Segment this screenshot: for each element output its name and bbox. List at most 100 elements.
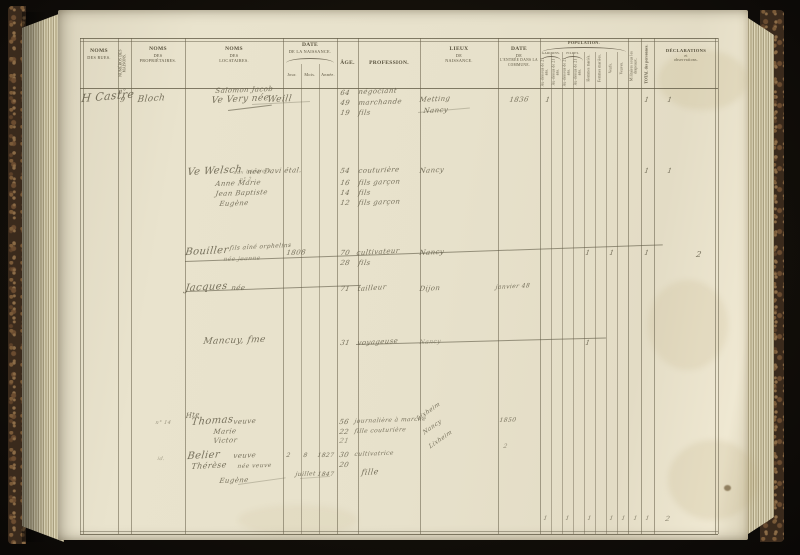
table-rule-vertical bbox=[131, 38, 132, 534]
table-rule-vertical bbox=[654, 38, 655, 534]
header-text: POPULATION. bbox=[568, 40, 600, 45]
handwritten-entry: 2 bbox=[664, 515, 671, 523]
header-text: NOMS bbox=[149, 46, 167, 52]
page-edges-left bbox=[22, 12, 64, 542]
table-rule-vertical bbox=[540, 38, 541, 534]
handwritten-entry: 22 bbox=[338, 428, 350, 436]
handwritten-entry: janvier 48 bbox=[495, 282, 531, 292]
handwritten-entry: 19 bbox=[339, 109, 351, 117]
header-text: GARÇONS. bbox=[541, 51, 561, 55]
table-rule-vertical bbox=[641, 38, 642, 534]
subcol-header-annee: Année. bbox=[319, 72, 337, 77]
header-text: FILLES. bbox=[566, 51, 580, 55]
header-text: LOCATAIRES. bbox=[219, 58, 249, 64]
handwritten-entry: n° 14 bbox=[154, 420, 172, 426]
header-text: DATE bbox=[510, 46, 528, 52]
handwritten-entry: 1 bbox=[620, 515, 627, 522]
handwritten-entry: Thérèse bbox=[190, 460, 228, 472]
table-rule-vertical bbox=[562, 52, 563, 534]
table-rule-vertical bbox=[628, 38, 629, 534]
handwritten-entry: 31 bbox=[339, 339, 351, 347]
table-rule-vertical bbox=[283, 38, 284, 534]
handwritten-entry: 1 bbox=[632, 515, 639, 522]
header-text: Jour. bbox=[287, 72, 297, 77]
handwritten-entry: 1836 bbox=[508, 95, 530, 105]
handwritten-entry: Bloch bbox=[136, 93, 166, 106]
register-page bbox=[58, 10, 758, 540]
table-rule-vertical bbox=[420, 38, 421, 534]
page-edges-left-shade bbox=[22, 12, 64, 542]
handwritten-entry: fils bbox=[357, 188, 372, 198]
handwritten-entry: 1 bbox=[666, 96, 673, 104]
table-rule-vertical bbox=[551, 52, 552, 534]
handwritten-strike-mark bbox=[228, 104, 272, 111]
handwritten-entry: Dijon bbox=[419, 283, 441, 294]
group-header-population: POPULATION. bbox=[540, 40, 628, 45]
table-rule-vertical bbox=[715, 38, 716, 534]
handwritten-entry: 1850 bbox=[499, 416, 517, 425]
handwritten-entry: 1 bbox=[542, 515, 549, 522]
table-rule-vertical bbox=[301, 64, 302, 534]
table-rule-vertical bbox=[718, 38, 719, 534]
handwritten-entry: Jean Baptiste bbox=[214, 188, 269, 199]
page-spot bbox=[724, 485, 731, 491]
header-text: DES bbox=[229, 52, 239, 58]
table-rule-vertical bbox=[319, 64, 320, 534]
handwritten-entry: 1827 bbox=[316, 452, 335, 459]
col-header-profession: PROFESSION. bbox=[358, 60, 420, 67]
handwritten-entry: 16 bbox=[339, 179, 351, 187]
book-cover-left-edge bbox=[8, 6, 26, 544]
header-text: PROPRIÉTAIRES. bbox=[139, 58, 177, 64]
header-text: DE bbox=[455, 52, 463, 58]
handwritten-entry: 8 bbox=[302, 452, 309, 459]
handwritten-entry: Thomas bbox=[190, 414, 235, 429]
header-text: DE bbox=[515, 52, 523, 58]
handwritten-entry: 2 bbox=[285, 452, 292, 459]
group-header-garcons: GARÇONS. bbox=[540, 51, 562, 55]
header-text: NOMS bbox=[225, 46, 243, 52]
handwritten-entry: 1808 bbox=[285, 248, 307, 258]
handwritten-entry: Anne Marie bbox=[214, 178, 262, 189]
table-rule-vertical bbox=[80, 38, 81, 534]
handwritten-entry: fils garçon bbox=[357, 197, 401, 208]
handwritten-entry: 56 bbox=[338, 418, 350, 426]
handwritten-entry: Jacques bbox=[184, 280, 229, 295]
header-text: DÉCLARATIONS bbox=[665, 48, 707, 53]
handwritten-entry: Bouiller bbox=[184, 244, 230, 259]
handwritten-entry: 1 bbox=[608, 515, 615, 522]
header-text: Mois. bbox=[304, 72, 316, 77]
col-header-rues: NOMS DES RUES. bbox=[80, 48, 118, 60]
table-rule-horizontal bbox=[80, 534, 718, 535]
handwritten-entry: 64 bbox=[339, 89, 351, 97]
header-text: ÂGE. bbox=[340, 60, 355, 66]
handwritten-entry: fils bbox=[357, 108, 372, 118]
col-header-locataires: NOMS DES LOCATAIRES. bbox=[185, 46, 283, 63]
handwritten-entry: 1 bbox=[643, 96, 650, 104]
handwritten-entry: 14 bbox=[339, 189, 351, 197]
col-header-declarations: DÉCLARATIONS et observations. bbox=[654, 48, 718, 63]
date-brace bbox=[286, 58, 334, 63]
handwritten-entry: voyageuse bbox=[357, 336, 399, 348]
handwritten-entry: veuve bbox=[233, 416, 257, 427]
handwritten-entry: 1 bbox=[544, 96, 551, 104]
filles-brace bbox=[563, 56, 583, 61]
handwritten-entry: marchande bbox=[357, 97, 403, 108]
header-text: DES bbox=[153, 52, 163, 58]
handwritten-entry: 54 bbox=[339, 167, 351, 175]
handwritten-entry: 2 bbox=[502, 443, 509, 450]
handwritten-entry: H Castre bbox=[80, 87, 135, 106]
table-rule-horizontal bbox=[80, 88, 718, 89]
header-text: DE LA NAISSANCE. bbox=[288, 48, 332, 54]
table-rule-horizontal bbox=[80, 41, 718, 42]
handwritten-entry: 1 bbox=[643, 167, 650, 175]
col-header-entree: DATE DE L'ENTRÉE DANS LA COMMUNE. bbox=[498, 46, 540, 67]
page-stain bbox=[238, 505, 358, 535]
subcol-header-mois: Mois. bbox=[301, 72, 319, 77]
table-rule-vertical bbox=[83, 38, 84, 534]
table-rule-vertical bbox=[606, 52, 607, 534]
handwritten-entry: Eugène bbox=[218, 198, 250, 209]
header-text: Année. bbox=[321, 72, 335, 77]
